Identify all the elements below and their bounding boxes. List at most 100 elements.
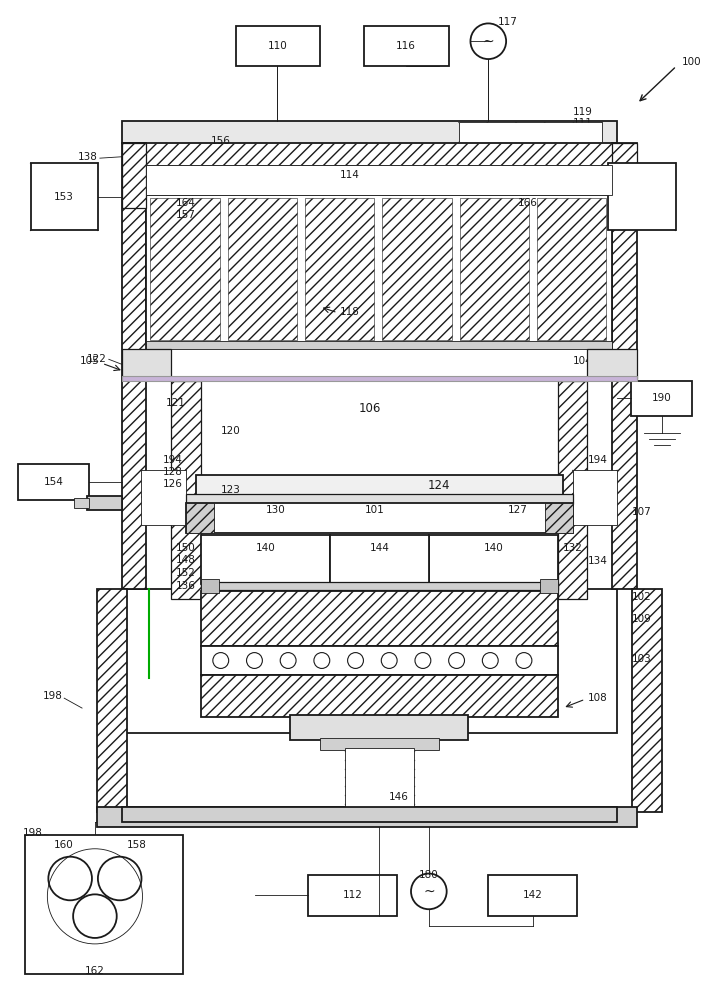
Text: 101: 101: [365, 505, 384, 515]
Bar: [429, 535, 558, 584]
Text: 118: 118: [339, 307, 360, 317]
Text: ~: ~: [423, 884, 435, 898]
Text: 146: 146: [390, 792, 409, 802]
Text: 148: 148: [176, 555, 196, 565]
Text: 104: 104: [573, 356, 592, 366]
Bar: [122, 121, 617, 143]
Text: 198: 198: [23, 828, 42, 838]
Text: 144: 144: [369, 543, 390, 553]
Text: 196: 196: [573, 129, 592, 139]
Text: 106: 106: [358, 402, 380, 415]
Text: 120: 120: [221, 426, 240, 436]
Text: 121: 121: [166, 398, 186, 408]
Text: 114: 114: [339, 170, 360, 180]
Text: 107: 107: [632, 507, 652, 517]
Bar: [344, 748, 414, 812]
Bar: [612, 143, 637, 208]
Bar: [146, 143, 612, 165]
Text: 136: 136: [176, 581, 196, 591]
Bar: [186, 503, 214, 533]
Text: 122: 122: [87, 354, 107, 364]
Bar: [122, 589, 617, 733]
Bar: [122, 376, 637, 381]
Text: 110: 110: [267, 41, 287, 51]
Bar: [122, 349, 171, 379]
Bar: [460, 198, 529, 340]
Bar: [612, 143, 637, 589]
Text: 154: 154: [43, 477, 63, 487]
Bar: [608, 163, 676, 230]
Text: 157: 157: [176, 210, 196, 220]
Bar: [18, 464, 89, 500]
Bar: [25, 835, 183, 974]
Text: 123: 123: [221, 485, 240, 495]
Bar: [305, 198, 374, 340]
Text: 164: 164: [176, 198, 196, 208]
Text: 126: 126: [163, 479, 183, 489]
Bar: [122, 143, 146, 208]
Text: 109: 109: [632, 614, 652, 624]
Text: 132: 132: [563, 543, 583, 553]
Text: 111: 111: [573, 118, 592, 128]
Bar: [201, 582, 558, 590]
Bar: [122, 143, 146, 589]
Text: 150: 150: [176, 543, 196, 553]
Bar: [631, 381, 692, 416]
Text: 130: 130: [265, 505, 285, 515]
Bar: [573, 470, 617, 525]
Bar: [459, 122, 602, 142]
Text: 156: 156: [211, 136, 230, 146]
Text: 134: 134: [588, 556, 607, 566]
Bar: [329, 535, 429, 584]
Bar: [364, 26, 449, 66]
Bar: [151, 198, 220, 340]
Bar: [588, 349, 637, 379]
Bar: [186, 503, 573, 533]
Bar: [74, 498, 89, 508]
Bar: [537, 198, 606, 340]
Text: 160: 160: [54, 840, 74, 850]
Bar: [97, 589, 127, 812]
Text: 140: 140: [484, 543, 503, 553]
Bar: [97, 807, 637, 827]
Text: 180: 180: [419, 870, 438, 880]
Text: 194: 194: [588, 455, 607, 465]
Bar: [186, 494, 573, 504]
Bar: [201, 591, 558, 646]
Bar: [320, 738, 439, 750]
Text: 119: 119: [573, 107, 592, 117]
Text: ~: ~: [482, 34, 494, 48]
Bar: [308, 875, 397, 916]
Bar: [290, 715, 469, 740]
Bar: [540, 579, 558, 593]
Text: 152: 152: [176, 568, 196, 578]
Bar: [146, 165, 612, 195]
Bar: [201, 646, 558, 675]
Bar: [545, 503, 573, 533]
Text: 153: 153: [54, 192, 74, 202]
Bar: [632, 589, 662, 812]
Text: 100: 100: [682, 57, 701, 67]
Text: 108: 108: [588, 693, 607, 703]
Text: 105: 105: [80, 356, 100, 366]
Text: 198: 198: [42, 691, 62, 701]
Bar: [382, 198, 452, 340]
Bar: [196, 475, 563, 495]
Bar: [201, 579, 218, 593]
Text: 190: 190: [652, 393, 672, 403]
Text: 124: 124: [428, 479, 450, 492]
Bar: [146, 341, 612, 349]
Bar: [171, 381, 201, 599]
Text: 142: 142: [523, 890, 543, 900]
Text: 127: 127: [508, 505, 528, 515]
Text: 117: 117: [498, 17, 518, 27]
Bar: [87, 496, 122, 510]
Text: 138: 138: [78, 152, 98, 162]
Bar: [489, 875, 578, 916]
Bar: [141, 470, 186, 525]
Text: 102: 102: [632, 592, 652, 602]
Text: 103: 103: [632, 654, 652, 664]
Bar: [235, 26, 320, 66]
Text: 116: 116: [396, 41, 416, 51]
Bar: [30, 163, 98, 230]
